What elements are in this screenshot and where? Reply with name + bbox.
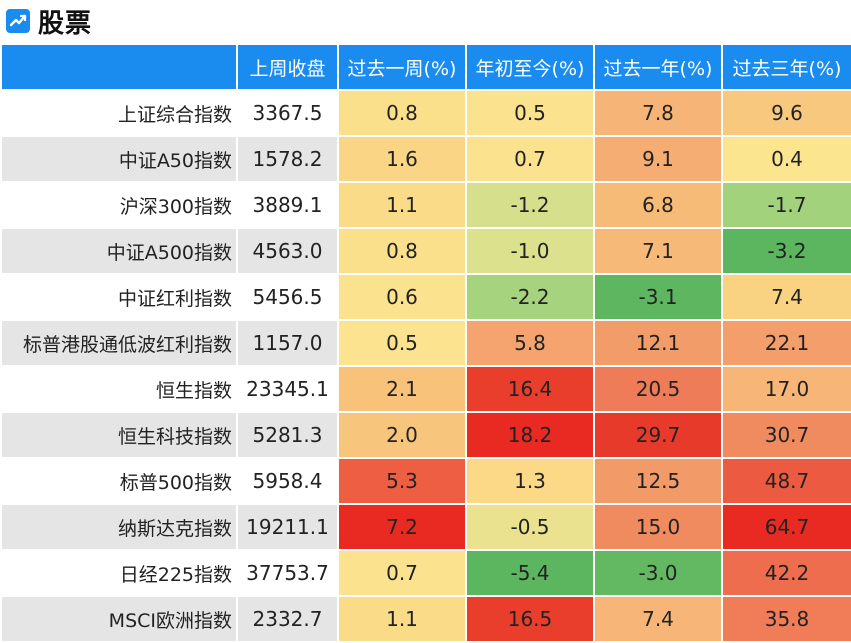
header-corner (0, 43, 238, 91)
table-row: 中证A500指数 4563.0 0.8 -1.0 7.1 -3.2 (0, 227, 851, 275)
past-three-years-change: 17.0 (721, 365, 851, 413)
past-year-change: -3.0 (593, 549, 723, 597)
header-past-year: 过去一年(%) (593, 43, 723, 91)
last-week-close: 37753.7 (236, 549, 339, 597)
past-year-change: 20.5 (593, 365, 723, 413)
past-year-change: 12.5 (593, 457, 723, 505)
last-week-close: 23345.1 (236, 365, 339, 413)
past-three-years-change: 0.4 (721, 135, 851, 183)
ytd-change: -1.2 (465, 181, 595, 229)
table-row: 恒生科技指数 5281.3 2.0 18.2 29.7 30.7 (0, 411, 851, 459)
last-week-close: 5958.4 (236, 457, 339, 505)
table-row: MSCI欧洲指数 2332.7 1.1 16.5 7.4 35.8 (0, 595, 851, 643)
ytd-change: 0.5 (465, 89, 595, 137)
table-row: 标普500指数 5958.4 5.3 1.3 12.5 48.7 (0, 457, 851, 505)
past-three-years-change: -1.7 (721, 181, 851, 229)
index-name: 标普500指数 (0, 457, 238, 505)
table-row: 上证综合指数 3367.5 0.8 0.5 7.8 9.6 (0, 89, 851, 137)
past-week-change: 0.5 (337, 319, 467, 367)
index-name: 中证红利指数 (0, 273, 238, 321)
past-year-change: -3.1 (593, 273, 723, 321)
past-week-change: 1.1 (337, 595, 467, 643)
past-week-change: 5.3 (337, 457, 467, 505)
table-row: 纳斯达克指数 19211.1 7.2 -0.5 15.0 64.7 (0, 503, 851, 551)
ytd-change: 18.2 (465, 411, 595, 459)
table-row: 标普港股通低波红利指数 1157.0 0.5 5.8 12.1 22.1 (0, 319, 851, 367)
past-year-change: 9.1 (593, 135, 723, 183)
index-name: MSCI欧洲指数 (0, 595, 238, 643)
index-name: 恒生指数 (0, 365, 238, 413)
past-week-change: 2.1 (337, 365, 467, 413)
last-week-close: 2332.7 (236, 595, 339, 643)
past-three-years-change: -3.2 (721, 227, 851, 275)
past-week-change: 0.7 (337, 549, 467, 597)
past-week-change: 1.1 (337, 181, 467, 229)
past-week-change: 0.8 (337, 89, 467, 137)
index-name: 沪深300指数 (0, 181, 238, 229)
ytd-change: 16.4 (465, 365, 595, 413)
past-year-change: 7.4 (593, 595, 723, 643)
table-row: 日经225指数 37753.7 0.7 -5.4 -3.0 42.2 (0, 549, 851, 597)
index-name: 中证A500指数 (0, 227, 238, 275)
page-title: 股票 (38, 8, 93, 39)
ytd-change: 1.3 (465, 457, 595, 505)
index-name: 中证A50指数 (0, 135, 238, 183)
past-year-change: 29.7 (593, 411, 723, 459)
past-three-years-change: 35.8 (721, 595, 851, 643)
header-ytd: 年初至今(%) (465, 43, 595, 91)
past-three-years-change: 9.6 (721, 89, 851, 137)
last-week-close: 5456.5 (236, 273, 339, 321)
past-three-years-change: 64.7 (721, 503, 851, 551)
past-week-change: 2.0 (337, 411, 467, 459)
ytd-change: -2.2 (465, 273, 595, 321)
last-week-close: 3889.1 (236, 181, 339, 229)
header-past-three-years: 过去三年(%) (721, 43, 851, 91)
table-row: 中证A50指数 1578.2 1.6 0.7 9.1 0.4 (0, 135, 851, 183)
last-week-close: 19211.1 (236, 503, 339, 551)
trend-chart-icon (6, 9, 30, 33)
header-last-week-close: 上周收盘 (236, 43, 339, 91)
past-week-change: 1.6 (337, 135, 467, 183)
index-name: 日经225指数 (0, 549, 238, 597)
last-week-close: 1578.2 (236, 135, 339, 183)
past-three-years-change: 42.2 (721, 549, 851, 597)
past-year-change: 15.0 (593, 503, 723, 551)
last-week-close: 1157.0 (236, 319, 339, 367)
past-year-change: 7.1 (593, 227, 723, 275)
header-past-week: 过去一周(%) (337, 43, 467, 91)
past-year-change: 12.1 (593, 319, 723, 367)
past-three-years-change: 30.7 (721, 411, 851, 459)
last-week-close: 5281.3 (236, 411, 339, 459)
past-three-years-change: 48.7 (721, 457, 851, 505)
table-row: 恒生指数 23345.1 2.1 16.4 20.5 17.0 (0, 365, 851, 413)
ytd-change: -5.4 (465, 549, 595, 597)
ytd-change: 16.5 (465, 595, 595, 643)
index-name: 上证综合指数 (0, 89, 238, 137)
past-year-change: 6.8 (593, 181, 723, 229)
page-header: 股票 (0, 0, 851, 42)
past-year-change: 7.8 (593, 89, 723, 137)
ytd-change: -1.0 (465, 227, 595, 275)
table-row: 沪深300指数 3889.1 1.1 -1.2 6.8 -1.7 (0, 181, 851, 229)
past-three-years-change: 22.1 (721, 319, 851, 367)
table-row: 中证红利指数 5456.5 0.6 -2.2 -3.1 7.4 (0, 273, 851, 321)
index-name: 恒生科技指数 (0, 411, 238, 459)
stock-index-table: 上周收盘 过去一周(%) 年初至今(%) 过去一年(%) 过去三年(%) 上证综… (0, 43, 851, 643)
past-week-change: 0.8 (337, 227, 467, 275)
ytd-change: 0.7 (465, 135, 595, 183)
ytd-change: 5.8 (465, 319, 595, 367)
last-week-close: 3367.5 (236, 89, 339, 137)
index-name: 标普港股通低波红利指数 (0, 319, 238, 367)
past-week-change: 7.2 (337, 503, 467, 551)
last-week-close: 4563.0 (236, 227, 339, 275)
index-name: 纳斯达克指数 (0, 503, 238, 551)
table-header-row: 上周收盘 过去一周(%) 年初至今(%) 过去一年(%) 过去三年(%) (0, 43, 851, 91)
past-week-change: 0.6 (337, 273, 467, 321)
past-three-years-change: 7.4 (721, 273, 851, 321)
ytd-change: -0.5 (465, 503, 595, 551)
